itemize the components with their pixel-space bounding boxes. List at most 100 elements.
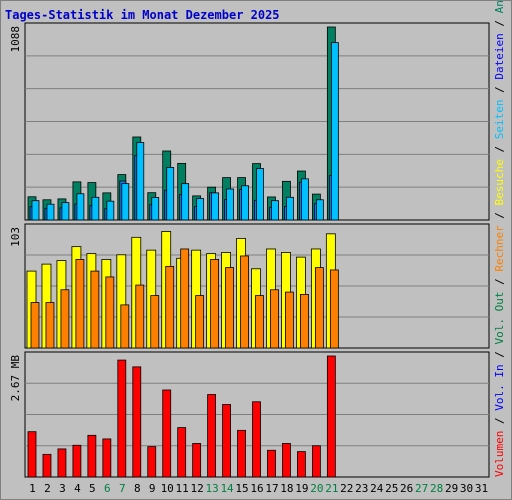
bar-volumen-day-16: [252, 401, 261, 478]
legend-part: Anfragen: [493, 0, 506, 20]
x-tick-label-day-3: 3: [59, 482, 66, 495]
x-tick-label-day-14: 14: [220, 482, 234, 495]
x-tick-label-day-27: 27: [415, 482, 428, 495]
bar-rechner-day-11: [180, 248, 190, 349]
legend-part: /: [493, 417, 506, 430]
panel-max-label: 103: [9, 227, 22, 247]
legend-part: /: [493, 86, 506, 99]
bar-rechner-day-20: [314, 267, 324, 349]
x-tick-label-day-7: 7: [119, 482, 126, 495]
bar-seiten-day-6: [106, 200, 115, 221]
bar-volumen-day-14: [222, 404, 231, 478]
legend-part: Besuche: [493, 159, 506, 212]
bar-volumen-day-2: [42, 453, 52, 478]
x-tick-label-day-23: 23: [355, 482, 368, 495]
x-tick-label-day-12: 12: [191, 482, 204, 495]
bar-volumen-day-21: [326, 355, 336, 478]
x-tick-label-day-13: 13: [205, 482, 218, 495]
bar-rechner-day-13: [210, 259, 220, 349]
bar-seiten-day-15: [241, 185, 249, 221]
x-tick-label-day-28: 28: [430, 482, 443, 495]
bar-volumen-day-8: [132, 366, 142, 478]
bar-seiten-day-21: [330, 42, 339, 221]
bar-rechner-day-8: [135, 284, 145, 349]
bar-volumen-day-1: [27, 431, 37, 478]
bar-rechner-day-6: [105, 276, 115, 349]
bar-volumen-day-9: [147, 446, 157, 478]
legend-part: /: [493, 278, 506, 291]
bar-volumen-day-7: [117, 359, 127, 478]
bar-rechner-day-16: [255, 295, 264, 349]
bar-volumen-day-5: [87, 434, 97, 478]
legend-part: Seiten: [493, 99, 506, 145]
x-tick-label-day-4: 4: [74, 482, 81, 495]
legend-part: /: [493, 212, 506, 225]
bar-seiten-day-9: [151, 197, 160, 221]
bar-rechner-day-4: [75, 259, 85, 349]
bar-seiten-day-18: [286, 196, 294, 221]
bar-rechner-day-5: [90, 270, 100, 349]
legend-part: Vol. Out: [493, 292, 506, 352]
x-tick-label-day-19: 19: [295, 482, 308, 495]
bar-rechner-day-15: [240, 255, 249, 349]
bar-seiten-day-16: [256, 168, 264, 221]
bar-rechner-day-21: [329, 269, 339, 349]
bar-rechner-day-3: [60, 289, 70, 349]
x-tick-label-day-1: 1: [29, 482, 36, 495]
bar-rechner-day-18: [285, 291, 294, 349]
bar-rechner-day-14: [225, 267, 234, 349]
x-tick-label-day-11: 11: [176, 482, 189, 495]
x-tick-label-day-17: 17: [265, 482, 278, 495]
x-tick-label-day-5: 5: [89, 482, 96, 495]
x-tick-label-day-25: 25: [385, 482, 398, 495]
right-legend: Volumen / Vol. In / Vol. Out / Rechner /…: [493, 0, 506, 477]
x-tick-label-day-2: 2: [44, 482, 51, 495]
bar-seiten-day-1: [31, 200, 40, 221]
x-tick-label-day-26: 26: [400, 482, 413, 495]
x-tick-label-day-15: 15: [235, 482, 248, 495]
x-tick-label-day-24: 24: [370, 482, 384, 495]
x-tick-label-day-31: 31: [475, 482, 488, 495]
bar-rechner-day-17: [270, 289, 279, 349]
bar-volumen-day-10: [162, 389, 172, 478]
legend-part: Dateien: [493, 33, 506, 86]
bar-seiten-day-3: [61, 202, 70, 221]
x-tick-label-day-8: 8: [134, 482, 141, 495]
legend-part: /: [493, 146, 506, 159]
bar-rechner-day-9: [150, 295, 160, 349]
legend-part: Vol. In: [493, 364, 506, 417]
bar-seiten-day-10: [166, 167, 175, 221]
bar-rechner-day-1: [30, 302, 40, 349]
bar-seiten-day-11: [181, 183, 190, 221]
bar-volumen-day-12: [192, 443, 202, 478]
legend-part: /: [493, 351, 506, 364]
x-tick-label-day-9: 9: [149, 482, 156, 495]
bar-rechner-day-7: [120, 304, 130, 349]
bar-seiten-day-19: [301, 178, 309, 221]
x-tick-label-day-6: 6: [104, 482, 111, 495]
bar-seiten-day-4: [76, 193, 85, 221]
panel-max-label: 2.67 MB: [9, 355, 22, 402]
legend-part: Rechner: [493, 225, 506, 278]
chart-title: Tages-Statistik im Monat Dezember 2025: [5, 8, 280, 22]
bar-volumen-day-13: [207, 394, 217, 478]
bar-seiten-day-5: [91, 196, 100, 221]
bar-volumen-day-6: [102, 438, 112, 478]
panel-max-label: 1088: [9, 26, 22, 53]
x-tick-label-day-30: 30: [460, 482, 473, 495]
bar-volumen-day-4: [72, 444, 82, 478]
bar-rechner-day-10: [165, 266, 175, 349]
x-tick-label-day-16: 16: [250, 482, 263, 495]
bar-volumen-day-18: [282, 443, 291, 478]
bar-seiten-day-2: [46, 203, 55, 221]
bar-volumen-day-15: [237, 429, 246, 478]
x-tick-label-day-20: 20: [310, 482, 323, 495]
bar-seiten-day-12: [196, 198, 205, 221]
bar-volumen-day-3: [57, 448, 67, 478]
bar-rechner-day-2: [45, 302, 55, 349]
x-tick-label-day-29: 29: [445, 482, 458, 495]
x-tick-label-day-22: 22: [340, 482, 353, 495]
bar-rechner-day-19: [300, 294, 309, 349]
bar-volumen-day-20: [311, 445, 321, 478]
